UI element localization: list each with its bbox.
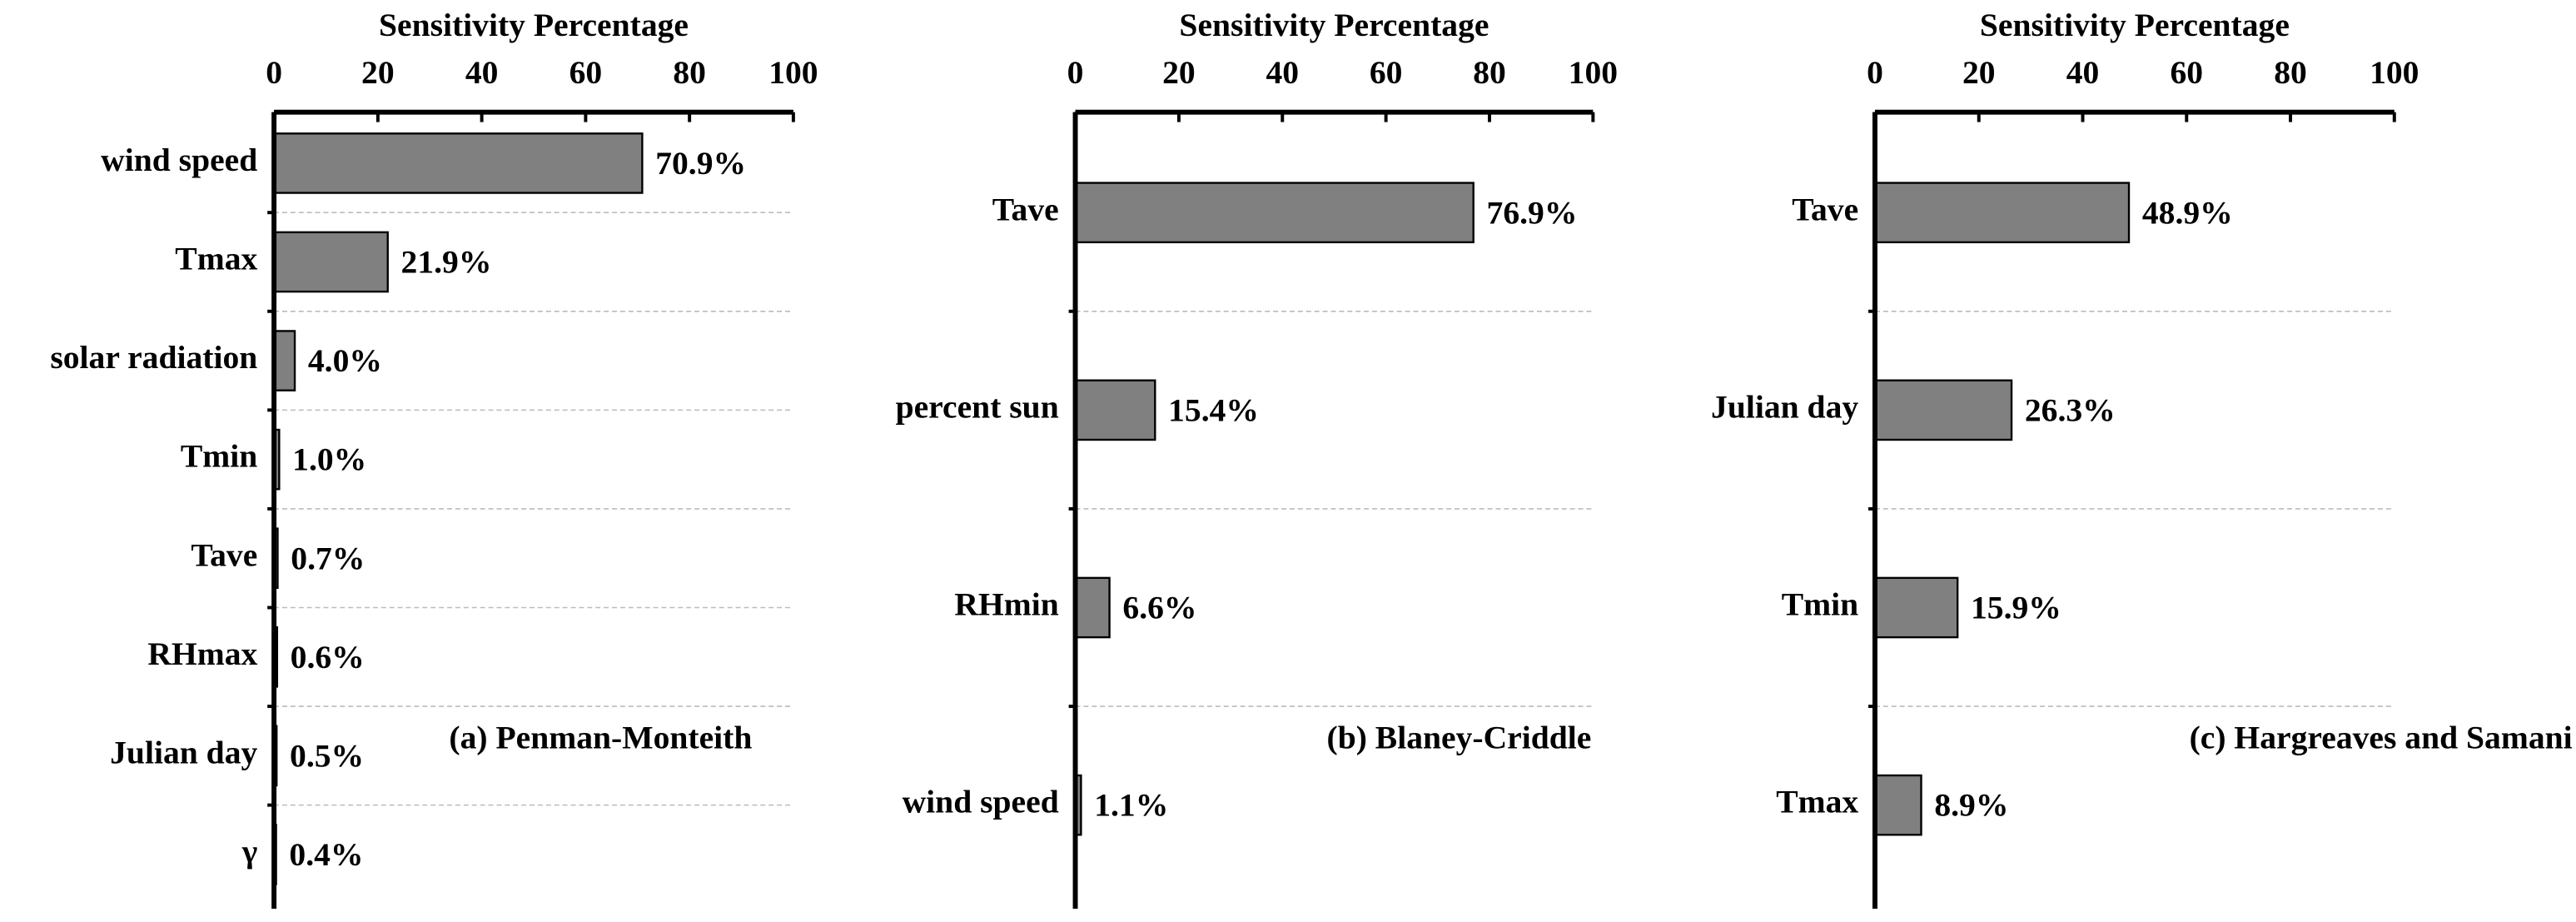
- x-tick-label: 60: [2170, 54, 2203, 91]
- x-tick-label: 0: [1867, 54, 1883, 91]
- x-tick-label: 20: [361, 54, 395, 91]
- value-label: 0.4%: [289, 836, 363, 873]
- y-tick-label: Tmax: [175, 241, 257, 277]
- value-label: 8.9%: [1934, 787, 2008, 824]
- x-tick-label: 40: [2066, 54, 2100, 91]
- value-label: 26.3%: [2025, 391, 2116, 428]
- y-tick-label: Julian day: [110, 734, 257, 770]
- x-tick-label: 100: [2370, 54, 2419, 91]
- bar: [1074, 182, 1474, 244]
- value-label: 70.9%: [655, 145, 746, 182]
- y-tick-label: RHmin: [954, 586, 1058, 623]
- x-axis-title: Sensitivity Percentage: [1980, 7, 2290, 43]
- y-tick-label: Julian day: [1711, 388, 1858, 425]
- bar: [272, 231, 389, 293]
- y-tick-label: Tave: [1792, 191, 1858, 227]
- x-tick-label: 60: [1370, 54, 1403, 91]
- x-tick-label: 80: [1473, 54, 1506, 91]
- x-axis-title: Sensitivity Percentage: [1179, 7, 1489, 43]
- x-tick-label: 20: [1162, 54, 1196, 91]
- bar: [1873, 576, 1959, 639]
- value-label: 1.0%: [292, 441, 366, 478]
- y-tick-label: Tmax: [1776, 784, 1858, 820]
- bar: [272, 132, 644, 194]
- bar: [1873, 379, 2013, 441]
- y-tick-label: Tave: [992, 191, 1059, 227]
- x-tick-label: 0: [266, 54, 282, 91]
- y-tick-label: percent sun: [896, 388, 1059, 425]
- x-tick-label: 20: [1962, 54, 1996, 91]
- bar: [1074, 379, 1156, 441]
- x-axis-title: Sensitivity Percentage: [379, 7, 689, 43]
- x-tick-label: 80: [673, 54, 706, 91]
- y-tick-label: wind speed: [903, 784, 1059, 820]
- y-tick-label: Tmin: [1782, 586, 1858, 623]
- y-tick-label: solar radiation: [50, 339, 257, 376]
- value-label: 21.9%: [401, 244, 492, 281]
- value-label: 48.9%: [2142, 194, 2233, 231]
- annotation: (b) Blaney-Criddle: [1327, 719, 1592, 755]
- y-tick-label: γ: [241, 833, 258, 870]
- x-tick-label: 0: [1067, 54, 1084, 91]
- annotation: (c) Hargreaves and Samani: [2190, 719, 2573, 755]
- bar: [1074, 576, 1111, 639]
- bar: [272, 330, 296, 391]
- value-label: 4.0%: [308, 342, 382, 379]
- x-tick-label: 100: [1569, 54, 1618, 91]
- y-tick-label: Tmin: [181, 438, 257, 475]
- value-label: 76.9%: [1487, 194, 1578, 231]
- y-tick-label: Tave: [191, 536, 257, 573]
- x-tick-label: 80: [2274, 54, 2307, 91]
- x-tick-label: 100: [768, 54, 818, 91]
- value-label: 6.6%: [1122, 590, 1196, 626]
- value-label: 15.4%: [1168, 391, 1259, 428]
- value-label: 0.7%: [291, 540, 365, 576]
- x-tick-label: 40: [465, 54, 499, 91]
- value-label: 0.5%: [290, 737, 364, 774]
- y-tick-label: wind speed: [101, 142, 257, 178]
- y-tick-label: RHmax: [147, 635, 257, 672]
- value-label: 15.9%: [1971, 590, 2061, 626]
- bar: [1873, 182, 2131, 244]
- annotation: (a) Penman-Monteith: [449, 719, 752, 755]
- bar: [1873, 774, 1922, 836]
- x-tick-label: 60: [569, 54, 603, 91]
- value-label: 0.6%: [291, 639, 365, 675]
- value-label: 1.1%: [1094, 787, 1168, 824]
- x-tick-label: 40: [1266, 54, 1299, 91]
